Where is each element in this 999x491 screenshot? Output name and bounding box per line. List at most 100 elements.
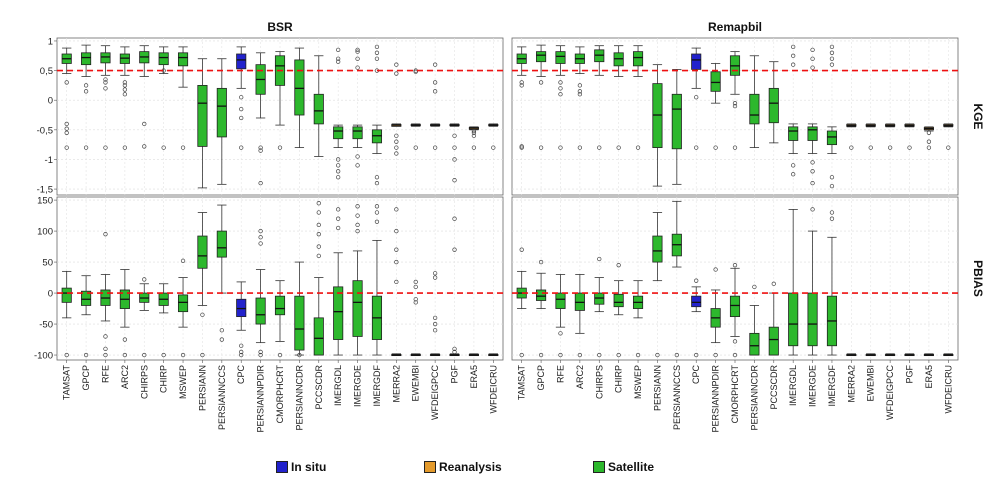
box-imergde (807, 207, 818, 356)
outlier-point (471, 130, 477, 135)
outlier-point (219, 328, 224, 333)
outlier-point (558, 145, 563, 150)
panel-remapbil-pbias (511, 196, 959, 361)
outlier-point (374, 181, 380, 186)
x-tick-label-imergdl: IMERGDL (333, 365, 343, 406)
y-tick-label: -100 (34, 351, 53, 362)
outlier-point (452, 133, 457, 138)
box-imergde (807, 47, 818, 186)
outlier-point (103, 334, 108, 339)
outlier-point (239, 343, 244, 348)
outlier-point (577, 83, 583, 88)
box-ewembi (865, 123, 876, 150)
outlier-point (394, 133, 399, 138)
box-imergdl (333, 47, 344, 180)
x-tick-label-cmorphcrt: CMORPHCRT (730, 365, 740, 424)
outlier-point (519, 83, 524, 88)
box-rfe (100, 232, 111, 358)
box-wfdeicru (488, 353, 499, 357)
outlier-point (597, 145, 602, 150)
outlier-point (713, 145, 718, 150)
box-body (632, 51, 644, 67)
outlier-point (103, 77, 108, 82)
outlier-point (355, 163, 360, 168)
box-persianncdr (294, 261, 305, 358)
y-tick-label: 50 (42, 258, 53, 269)
outlier-point (355, 56, 360, 61)
box-body (807, 292, 818, 347)
outlier-point (316, 210, 321, 215)
outlier-point (694, 95, 699, 100)
x-tick-label-ewembi: EWEMBI (411, 365, 421, 402)
outlier-point (336, 216, 341, 221)
outlier-point (655, 352, 660, 358)
box-persiannpdir (710, 63, 721, 150)
x-tick-label-chirp: CHIRP (159, 365, 169, 393)
y-tick-label: 150 (37, 196, 53, 207)
box-chirp (613, 263, 624, 358)
outlier-point (277, 352, 283, 358)
outlier-point (452, 349, 457, 355)
box-cmorphcrt (274, 280, 286, 358)
box-body (691, 53, 702, 70)
outlier-point (316, 253, 321, 259)
outlier-point (142, 277, 147, 282)
box-merra2 (846, 353, 857, 357)
x-tick-label-gpcp: GPCP (81, 365, 91, 391)
box-tamsat (516, 46, 527, 150)
outlier-point (64, 130, 69, 135)
outlier-point (374, 50, 380, 55)
box-chirp (613, 45, 624, 150)
box-chirp (158, 283, 169, 358)
box-body (788, 292, 799, 347)
outlier-point (374, 219, 380, 224)
outlier-point (868, 145, 873, 150)
outlier-point (519, 352, 524, 358)
outlier-point (336, 225, 341, 231)
legend-label-reanalysis: Reanalysis (439, 460, 502, 474)
outlier-point (103, 86, 108, 91)
y-tick-label: 0 (48, 96, 53, 107)
outlier-point (791, 44, 796, 50)
outlier-point (413, 69, 418, 74)
box-arc2 (119, 269, 130, 358)
box-cpc (236, 46, 247, 150)
row-header-kge: KGE (971, 103, 985, 129)
box-mswep (177, 46, 189, 150)
box-persiannccs (216, 58, 227, 185)
x-tick-label-persiannpdir: PERSIANNPDIR (711, 365, 721, 433)
outlier-point (577, 145, 583, 150)
box-imergdl (333, 207, 344, 356)
box-pgf (449, 216, 460, 357)
box-body (536, 289, 547, 301)
outlier-point (374, 210, 380, 215)
outlier-point (452, 247, 457, 252)
outlier-point (732, 339, 738, 344)
outlier-point (829, 62, 835, 67)
x-tick-label-persiann: PERSIANN (652, 365, 662, 411)
x-tick-label-persiannpdir: PERSIANNPDIR (256, 365, 266, 433)
box-cpc (691, 278, 702, 358)
legend-label-in-situ: In situ (291, 460, 327, 474)
outlier-point (122, 145, 128, 150)
outlier-point (316, 232, 321, 237)
box-wfdeigpcc (430, 62, 441, 150)
x-tick-label-cpc: CPC (236, 365, 246, 385)
outlier-point (316, 222, 321, 228)
legend-swatch-reanalysis (424, 461, 436, 473)
outlier-point (713, 352, 718, 358)
box-gpcp (536, 259, 547, 358)
x-tick-label-era5: ERA5 (924, 365, 934, 389)
box-imergdf (371, 204, 383, 356)
outlier-point (64, 145, 69, 150)
outlier-point (83, 145, 89, 150)
outlier-point (122, 87, 128, 92)
x-tick-label-persianncdr: PERSIANNCDR (294, 365, 304, 431)
outlier-point (432, 271, 438, 276)
box-body (216, 230, 227, 258)
box-gpcp (536, 44, 547, 150)
box-chirps (139, 277, 150, 358)
outlier-point (829, 44, 835, 50)
panel-bsr-kge (56, 37, 504, 196)
box-tamsat (61, 47, 72, 150)
